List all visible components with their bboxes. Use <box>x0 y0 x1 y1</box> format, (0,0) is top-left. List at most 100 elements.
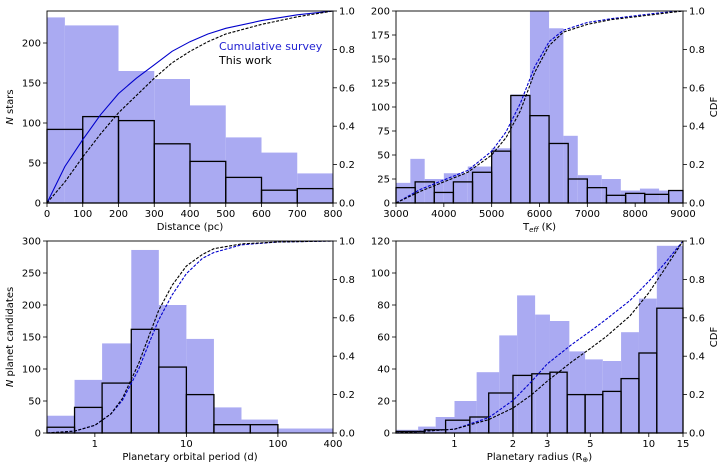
survey-bar <box>529 11 550 203</box>
cdf-tick-label: 0.2 <box>339 160 355 171</box>
x-tick-label: 1 <box>92 439 98 450</box>
y-tick-label: 150 <box>371 55 390 66</box>
x-tick-label: 300 <box>145 209 164 220</box>
survey-bar <box>47 415 75 433</box>
survey-bar <box>261 152 298 203</box>
cdf-tick-label: 0.4 <box>339 352 355 363</box>
survey-bar <box>74 379 103 433</box>
survey-bar <box>577 175 602 203</box>
x-axis-label: Planetary orbital period (d) <box>122 452 257 463</box>
survey-bar <box>659 190 683 203</box>
cdf-tick-label: 0.2 <box>339 390 355 401</box>
survey-bar <box>396 182 411 203</box>
x-tick-label: 15 <box>677 439 690 450</box>
cdf-tick-label: 1.0 <box>339 237 355 248</box>
survey-bar <box>601 179 621 203</box>
survey-bar <box>620 190 640 203</box>
y-tick-label: 300 <box>22 237 41 248</box>
survey-bar <box>510 94 530 203</box>
y-tick-label: 100 <box>371 269 390 280</box>
cdf-tick-label: 0.6 <box>689 83 705 94</box>
survey-bar <box>154 79 190 203</box>
x-tick-label: 8000 <box>622 209 647 220</box>
y-tick-label: 125 <box>371 79 390 90</box>
legend-work-label: This work <box>218 54 272 67</box>
y-tick-label: 0 <box>384 429 390 440</box>
survey-bar <box>64 25 119 204</box>
survey-bar <box>186 338 214 433</box>
cdf-tick-label: 0.2 <box>689 390 705 401</box>
x-tick-label: 7000 <box>575 209 600 220</box>
y-axis-label: N planet candidates <box>5 287 16 387</box>
cdf-tick-label: 1.0 <box>689 237 705 248</box>
survey-bar <box>47 17 65 204</box>
x-tick-label: 5 <box>587 439 593 450</box>
cdf-tick-label: 0.6 <box>689 313 705 324</box>
survey-bar <box>467 166 492 203</box>
cdf-tick-label: 0.4 <box>689 122 705 133</box>
y-tick-label: 40 <box>377 365 390 376</box>
y-tick-label: 100 <box>22 365 41 376</box>
x-tick-label: 400 <box>180 209 199 220</box>
cdf-axis-label: CDF <box>709 327 720 348</box>
x-axis-label: Planetary radius (R⊕) <box>487 452 593 464</box>
cdf-tick-label: 0.6 <box>339 83 355 94</box>
cdf-survey-line <box>395 240 684 434</box>
survey-bar <box>569 351 586 433</box>
cdf-work-line <box>46 240 334 434</box>
cdf-tick-label: 1.0 <box>339 7 355 18</box>
x-tick-label: 3 <box>544 439 550 450</box>
y-tick-label: 0 <box>35 429 41 440</box>
y-tick-label: 20 <box>377 397 390 408</box>
cdf-tick-label: 0.8 <box>689 275 705 286</box>
y-tick-label: 150 <box>22 79 41 90</box>
survey-bar <box>476 372 500 433</box>
y-tick-label: 100 <box>371 103 390 114</box>
x-tick-label: 4000 <box>431 209 456 220</box>
x-tick-label: 3000 <box>383 209 408 220</box>
y-tick-label: 0 <box>384 199 390 210</box>
x-tick-label: 10 <box>642 439 655 450</box>
y-tick-label: 50 <box>28 159 41 170</box>
cdf-tick-label: 0.0 <box>339 429 355 440</box>
x-tick-label: 6000 <box>527 209 552 220</box>
chart-distance: 0 100 200 300 400 500 600 700 800 0 50 100 150 200 0.0… <box>5 7 355 234</box>
survey-bar <box>639 188 660 203</box>
y-tick-label: 25 <box>377 175 390 186</box>
y-tick-label: 200 <box>22 301 41 312</box>
y-tick-label: 200 <box>22 39 41 50</box>
cdf-tick-label: 0.0 <box>689 199 705 210</box>
x-tick-label: 0 <box>44 209 50 220</box>
chart-radius: 1 2 3 5 10 15 0 20 40 60 80 100 120 0.0 0.2 0.4 0.6 0.8 1.… <box>371 237 720 465</box>
survey-bar <box>213 407 242 433</box>
x-tick-label: 100 <box>268 439 287 450</box>
y-tick-label: 150 <box>22 333 41 344</box>
cdf-tick-label: 0.8 <box>689 45 705 56</box>
cdf-axis-label: CDF <box>709 97 720 118</box>
survey-bar <box>602 361 622 433</box>
y-tick-label: 80 <box>377 301 390 312</box>
cdf-work-line <box>395 240 684 434</box>
survey-bar <box>131 249 159 433</box>
x-tick-label: 10 <box>180 439 193 450</box>
survey-bar <box>102 343 132 433</box>
x-tick-label: 2 <box>510 439 516 450</box>
survey-bar <box>454 401 477 433</box>
x-tick-label: 9000 <box>670 209 695 220</box>
y-tick-label: 75 <box>377 127 390 138</box>
survey-bar <box>241 419 278 433</box>
y-tick-label: 50 <box>28 397 41 408</box>
y-tick-label: 120 <box>371 237 390 248</box>
survey-bar <box>517 295 536 433</box>
survey-bar <box>277 428 333 433</box>
x-tick-label: 200 <box>109 209 128 220</box>
x-axis-label: Teff (K) <box>522 222 556 234</box>
x-tick-label: 5000 <box>479 209 504 220</box>
survey-bar <box>118 71 155 203</box>
cdf-tick-label: 0.2 <box>689 160 705 171</box>
x-tick-label: 400 <box>323 439 342 450</box>
y-tick-label: 175 <box>371 31 390 42</box>
cdf-tick-label: 1.0 <box>689 7 705 18</box>
chart-teff: 3000 4000 5000 6000 7000 8000 9000 0 25 50 75 100 12… <box>371 7 720 235</box>
survey-bar <box>499 335 518 433</box>
